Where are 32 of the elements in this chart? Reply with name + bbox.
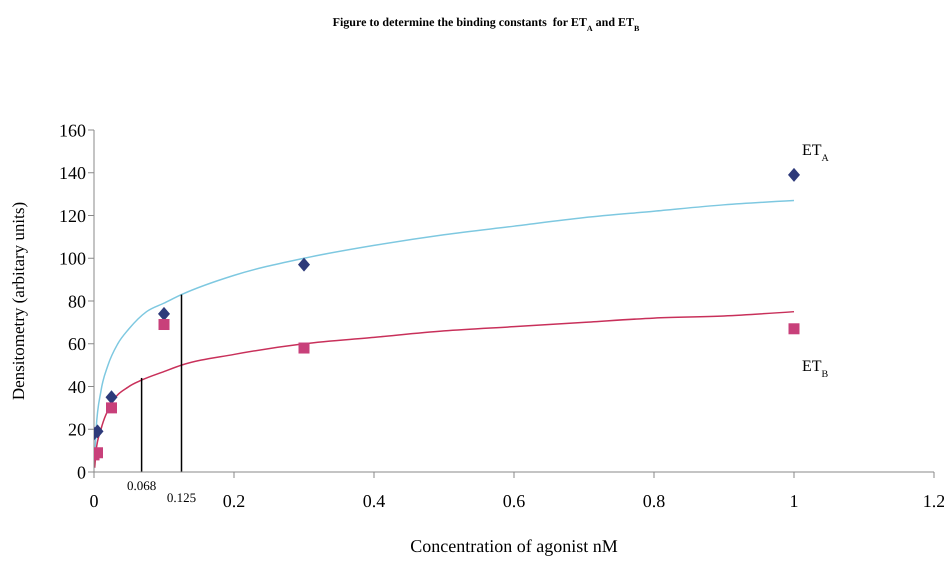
y-tick-label: 0 (77, 462, 86, 482)
y-tick-label: 20 (68, 420, 86, 440)
point (158, 306, 170, 321)
chart-title: Figure to determine the binding constants for ET$_{A}$ and ET$_{B}$ (332, 15, 640, 32)
y-tick-label: 80 (68, 291, 86, 312)
y-axis-title: Densitometry (arbitary units) (9, 202, 28, 400)
point (788, 168, 800, 182)
y-tick-label: 140 (59, 163, 86, 184)
y-tick-label: 120 (59, 206, 86, 226)
point (788, 323, 800, 334)
y-tick-label: 40 (68, 376, 86, 397)
point (298, 342, 310, 354)
x-tick-label: 0.6 (502, 490, 526, 511)
x-tick-label: 0.8 (642, 490, 666, 511)
x-axis-title: Concentration of agonist nM (410, 536, 618, 556)
x-tick-label: 0.2 (222, 490, 246, 511)
y-tick-label: 100 (59, 248, 86, 269)
x-tick-label: 0 (90, 490, 98, 511)
y-tick-label: 60 (68, 334, 86, 354)
x-tick-label: 1 (790, 490, 798, 511)
point (158, 319, 170, 330)
annotation: 0.125 (166, 490, 196, 505)
x-tick-label: 1.2 (922, 490, 946, 511)
point (106, 402, 117, 414)
annotation: 0.068 (126, 478, 156, 493)
series-label: ET$_{B}$ (802, 358, 829, 380)
point (298, 258, 310, 272)
series-label: ET$_{A}$ (802, 142, 830, 164)
x-tick-label: 0.4 (362, 490, 386, 511)
line-series (94, 310, 795, 468)
point (106, 390, 118, 404)
y-tick-label: 160 (59, 120, 86, 140)
